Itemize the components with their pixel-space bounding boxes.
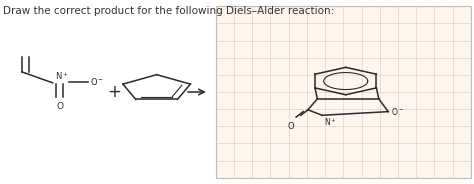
Text: Draw the correct product for the following Diels–Alder reaction:: Draw the correct product for the followi… [3,6,334,16]
Text: $\mathrm{O}$: $\mathrm{O}$ [55,100,64,111]
Text: +: + [107,83,121,101]
Text: $\mathrm{O^-}$: $\mathrm{O^-}$ [391,106,404,117]
Text: $\mathrm{N^+}$: $\mathrm{N^+}$ [325,116,337,128]
Text: $\mathrm{N^+}$: $\mathrm{N^+}$ [55,70,69,82]
Text: $\mathrm{O}$: $\mathrm{O}$ [287,120,295,131]
Polygon shape [216,6,471,178]
Text: $\mathrm{O^-}$: $\mathrm{O^-}$ [90,77,104,87]
